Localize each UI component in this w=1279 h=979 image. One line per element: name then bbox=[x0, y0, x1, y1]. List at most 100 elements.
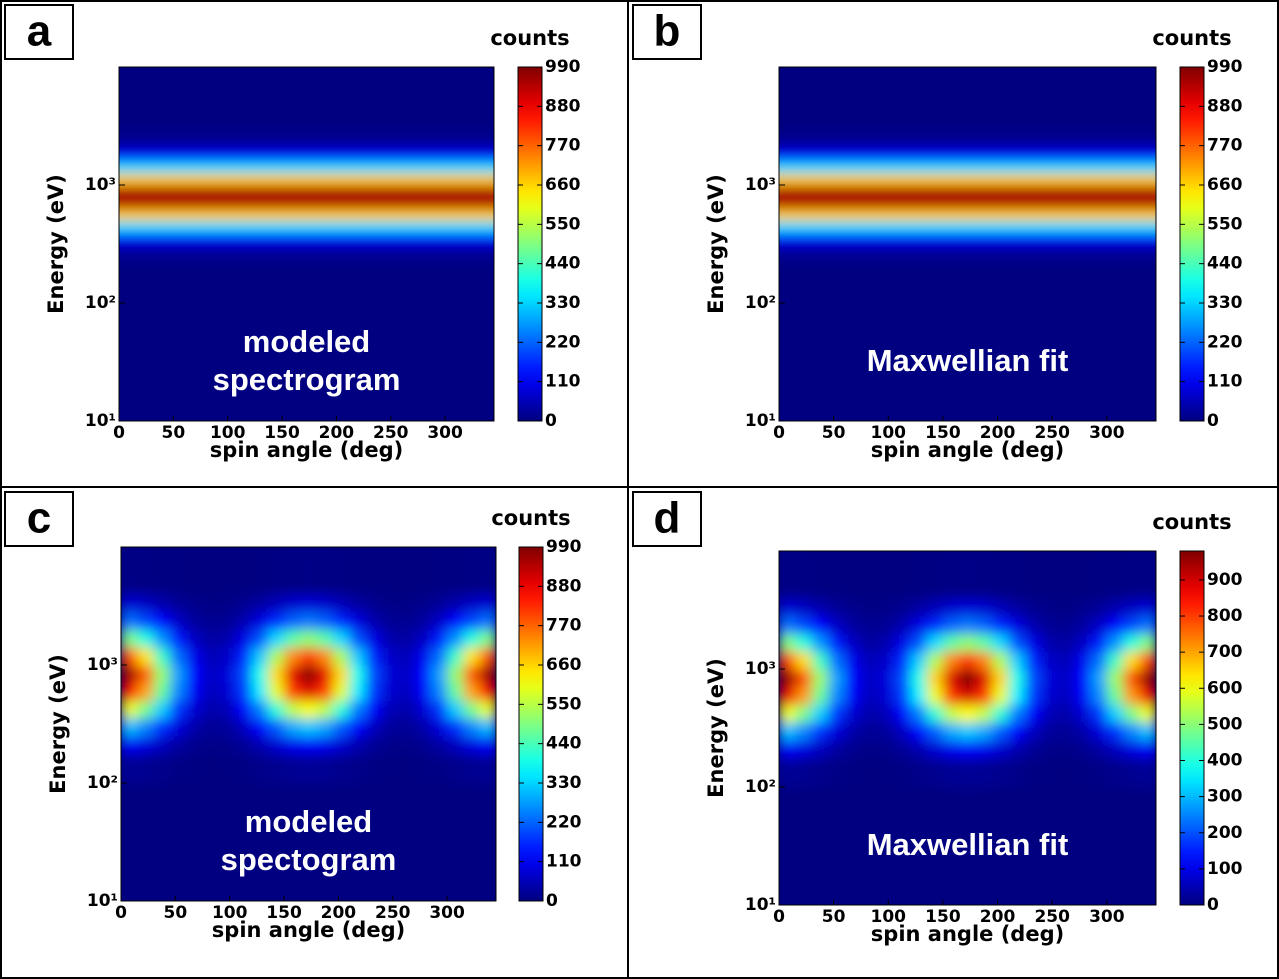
heatmap-cell bbox=[959, 739, 977, 758]
panel-letter: a bbox=[27, 7, 52, 56]
heatmap-cell bbox=[251, 753, 269, 784]
heatmap-cell bbox=[779, 722, 796, 741]
heatmap-cell bbox=[779, 173, 1156, 186]
x-tick-label: 200 bbox=[980, 423, 1016, 443]
heatmap-cell bbox=[349, 718, 367, 737]
y-tick-label: 10² bbox=[87, 773, 118, 793]
heatmap-cell bbox=[844, 787, 862, 905]
heatmap-cell bbox=[316, 783, 334, 901]
heatmap-cell bbox=[975, 722, 993, 741]
heatmap-cell bbox=[1106, 551, 1124, 599]
heatmap-cell bbox=[218, 547, 236, 595]
heatmap-cell bbox=[121, 718, 138, 737]
heatmap-cell bbox=[1057, 598, 1075, 617]
heatmap-cell bbox=[251, 682, 269, 701]
heatmap-cell bbox=[300, 594, 318, 613]
x-tick-label: 250 bbox=[373, 423, 409, 443]
heatmap-cell bbox=[975, 739, 993, 758]
y-tick-label: 10³ bbox=[745, 175, 776, 195]
heatmap-cell bbox=[828, 739, 846, 758]
heatmap-cell bbox=[1123, 686, 1141, 705]
heatmap-cell bbox=[1106, 633, 1124, 652]
heatmap-cell bbox=[218, 718, 236, 737]
heatmap-cell bbox=[1074, 598, 1091, 617]
heatmap-cell bbox=[926, 598, 944, 617]
heatmap-cell bbox=[267, 783, 285, 901]
heatmap-cell bbox=[430, 735, 448, 754]
heatmap-cell bbox=[893, 669, 911, 688]
heatmap-cell bbox=[414, 783, 432, 901]
y-tick-label: 10³ bbox=[85, 175, 116, 195]
heatmap-cell bbox=[844, 669, 862, 688]
heatmap-cell bbox=[860, 651, 878, 670]
heatmap-cell bbox=[910, 669, 928, 688]
heatmap-cell bbox=[447, 665, 464, 684]
heatmap-cell bbox=[218, 665, 236, 684]
colorbar-tick-label: 0 bbox=[546, 891, 558, 911]
colorbar-tick-label: 660 bbox=[1207, 175, 1243, 195]
heatmap-cell bbox=[119, 196, 494, 210]
heatmap-cell bbox=[877, 722, 895, 741]
heatmap-cell bbox=[365, 753, 383, 784]
heatmap-cell bbox=[300, 783, 318, 901]
heatmap-cell bbox=[1041, 615, 1059, 635]
heatmap-cell bbox=[828, 757, 846, 788]
heatmap-cell bbox=[153, 718, 171, 737]
heatmap-cell bbox=[119, 244, 494, 257]
heatmap-cell bbox=[1123, 739, 1141, 758]
heatmap-cell bbox=[959, 787, 977, 905]
heatmap-cell bbox=[1024, 722, 1042, 741]
x-tick-label: 100 bbox=[210, 423, 246, 443]
heatmap-cell bbox=[893, 633, 911, 652]
heatmap-cell bbox=[479, 665, 496, 684]
heatmap-cell bbox=[975, 651, 993, 670]
heatmap-cell bbox=[332, 547, 350, 595]
heatmap-cell bbox=[860, 704, 878, 723]
heatmap-cell bbox=[860, 615, 878, 635]
heatmap-cell bbox=[202, 682, 220, 701]
heatmap-cell bbox=[365, 647, 383, 666]
heatmap-cell bbox=[795, 551, 813, 599]
heatmap-cell bbox=[284, 647, 301, 666]
heatmap-cell bbox=[202, 547, 220, 595]
heatmap-cell bbox=[1024, 615, 1042, 635]
heatmap-cell bbox=[349, 783, 367, 901]
heatmap-cell bbox=[828, 615, 846, 635]
heatmap-cell bbox=[1041, 551, 1059, 599]
heatmap-cell bbox=[926, 551, 944, 599]
heatmap-cell bbox=[463, 665, 481, 684]
heatmap-cell bbox=[349, 547, 367, 595]
heatmap-cell bbox=[1090, 633, 1108, 652]
heatmap-cell bbox=[910, 722, 928, 741]
heatmap-cell bbox=[235, 735, 252, 754]
heatmap-cell bbox=[992, 598, 1009, 617]
heatmap-cell bbox=[779, 704, 796, 723]
colorbar-tick-label: 220 bbox=[545, 332, 581, 352]
heatmap-cell bbox=[137, 647, 155, 666]
heatmap-cell bbox=[860, 598, 878, 617]
heatmap-cell bbox=[992, 704, 1009, 723]
heatmap-cell bbox=[169, 735, 187, 754]
heatmap-cell bbox=[1090, 704, 1108, 723]
heatmap-cell bbox=[169, 718, 187, 737]
heatmap-cell bbox=[779, 267, 1156, 421]
heatmap-cell bbox=[779, 669, 796, 688]
heatmap-cell bbox=[381, 682, 399, 701]
heatmap-cell bbox=[779, 255, 1156, 268]
heatmap-cell bbox=[975, 757, 993, 788]
colorbar-tick-label: 880 bbox=[1207, 96, 1243, 116]
heatmap-cell bbox=[153, 665, 171, 684]
heatmap-cell bbox=[202, 594, 220, 613]
colorbar-label: counts bbox=[490, 26, 569, 50]
heatmap-cell bbox=[1123, 651, 1141, 670]
heatmap-cell bbox=[349, 753, 367, 784]
heatmap-cell bbox=[137, 629, 155, 648]
heatmap-cell bbox=[975, 551, 993, 599]
y-tick-label: 10¹ bbox=[87, 891, 118, 911]
heatmap-cell bbox=[959, 598, 977, 617]
heatmap-cell bbox=[1024, 651, 1042, 670]
colorbar-label: counts bbox=[1152, 26, 1231, 50]
heatmap-cell bbox=[1123, 722, 1141, 741]
x-tick-label: 0 bbox=[113, 423, 125, 443]
heatmap-cell bbox=[414, 611, 432, 631]
